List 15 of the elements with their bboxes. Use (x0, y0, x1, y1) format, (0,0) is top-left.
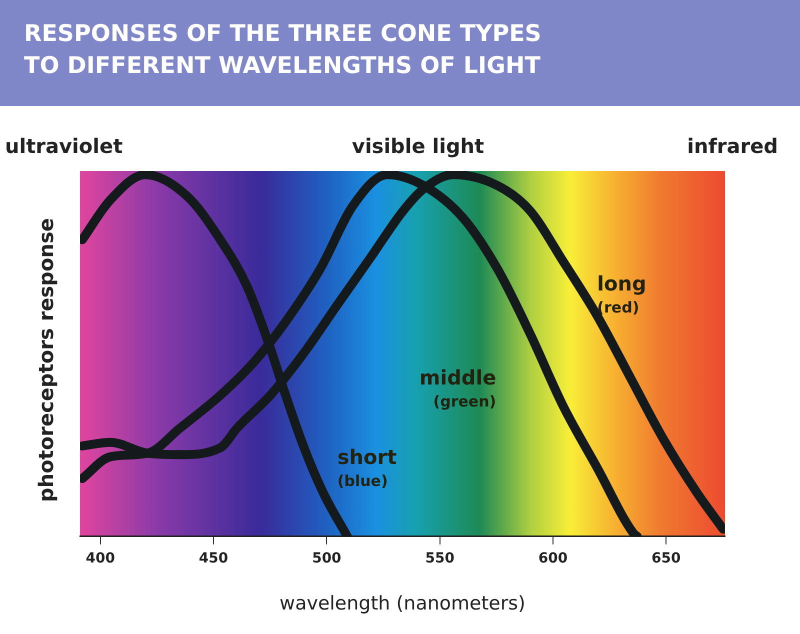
x-tick-label: 400 (86, 550, 116, 566)
text: visible light (350, 134, 486, 158)
chart-title: RESPONSES OF THE THREE CONE TYPES TO DIFFERENT WAVELENGTHS OF LIGHT (24, 20, 542, 81)
text: ultraviolet (5, 134, 123, 158)
x-tick-label: 450 (198, 550, 228, 566)
x-tick-label: 500 (312, 550, 342, 566)
x-axis-title: wavelength (nanometers) (280, 592, 526, 615)
x-tick-label: 550 (425, 550, 455, 566)
text: infrared (687, 134, 778, 158)
text: middle (green) (419, 365, 496, 410)
series-label: short (blue) (337, 445, 398, 490)
x-tick-label: 600 (538, 550, 568, 566)
series-label: long (red) (597, 271, 646, 316)
y-axis-title: photoreceptors response (34, 218, 58, 502)
x-tick-label: 650 (652, 550, 682, 566)
